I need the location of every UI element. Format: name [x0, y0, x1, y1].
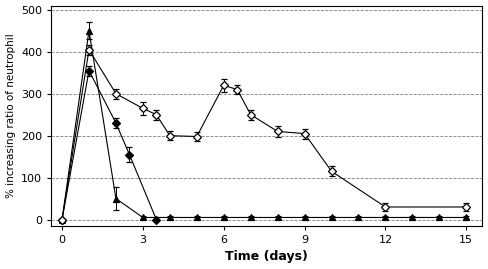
Y-axis label: % increasing ratio of neutrophil: % increasing ratio of neutrophil	[5, 33, 16, 198]
X-axis label: Time (days): Time (days)	[225, 250, 308, 263]
